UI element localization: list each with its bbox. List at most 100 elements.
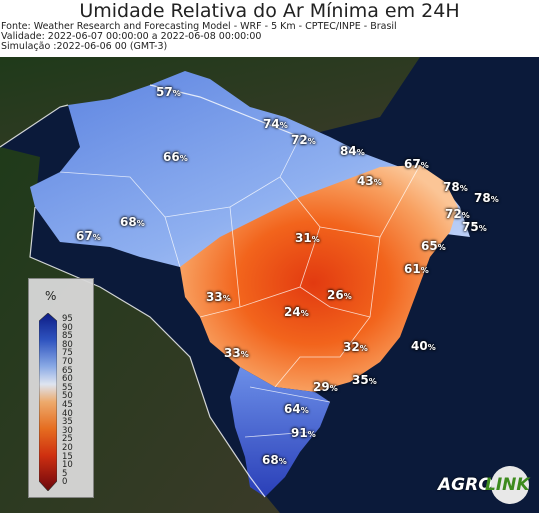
map-value-label: 33%	[206, 290, 231, 304]
map-value: 75	[462, 220, 479, 234]
map-value-label: 66%	[163, 150, 188, 164]
map-value-label: 68%	[120, 215, 145, 229]
map-value: 68	[262, 453, 279, 467]
colorbar-tick-label: 95	[62, 314, 73, 324]
map-value-label: 75%	[462, 220, 487, 234]
map-value-unit: %	[222, 294, 231, 303]
map-value-label: 72%	[445, 207, 470, 221]
map-value-unit: %	[311, 235, 320, 244]
map-value: 67	[76, 229, 93, 243]
map-value: 40	[411, 339, 428, 353]
colorbar-tick-label: 25	[62, 434, 73, 445]
legend-title: %	[45, 289, 57, 303]
colorbar-tick-label: 15	[62, 451, 73, 462]
map-value-unit: %	[359, 344, 368, 353]
colorbar-tick-label: 80	[62, 339, 73, 350]
map-value: 68	[120, 215, 137, 229]
map-value: 24	[284, 305, 301, 319]
logo-text-right: LINK	[485, 475, 530, 495]
map-value-label: 57%	[156, 85, 181, 99]
map-value: 67	[404, 157, 421, 171]
map-value-label: 65%	[421, 239, 446, 253]
map-value-unit: %	[136, 219, 145, 228]
map-value-unit: %	[240, 350, 249, 359]
map-value-label: 68%	[262, 453, 287, 467]
map-value-unit: %	[373, 178, 382, 187]
map-value-label: 24%	[284, 305, 309, 319]
map-value-label: 29%	[313, 380, 338, 394]
agrolink-logo: AGRO LINK	[438, 466, 534, 504]
northern-land	[0, 57, 420, 147]
map-value-label: 61%	[404, 262, 429, 276]
map-value-unit: %	[300, 406, 309, 415]
colorbar	[39, 313, 57, 491]
map-value-unit: %	[92, 233, 101, 242]
map-value-unit: %	[278, 457, 287, 466]
map-value: 74	[263, 117, 280, 131]
map-value-label: 64%	[284, 402, 309, 416]
colorbar-tick-label: 5	[62, 468, 68, 479]
map-value: 61	[404, 262, 421, 276]
map-value-unit: %	[427, 343, 436, 352]
map-value-unit: %	[420, 266, 429, 275]
colorbar-tick-label: 75	[62, 348, 73, 359]
logo-badge: LINK	[485, 466, 530, 504]
map-value-unit: %	[490, 195, 499, 204]
colorbar-tick-label: 65	[62, 365, 73, 376]
map-value: 78	[474, 191, 491, 205]
colorbar-tick-label: 85	[62, 331, 73, 342]
map-value: 26	[327, 288, 344, 302]
validity-line: Validade: 2022-06-07 00:00:00 a 2022-06-…	[1, 31, 262, 42]
map-value-unit: %	[368, 377, 377, 386]
map-value-label: 26%	[327, 288, 352, 302]
map-value-unit: %	[172, 89, 181, 98]
map-value-unit: %	[179, 154, 188, 163]
colorbar-tick-label: 20	[62, 443, 73, 453]
colorbar-legend: % 95 90 85 80 75 70 65 60 55 50 45 40 35 30 25 20 15 10 5 0	[28, 278, 94, 498]
map-value-label: 33%	[224, 346, 249, 360]
colorbar-tick-label: 55	[62, 382, 73, 393]
map-value-label: 74%	[263, 117, 288, 131]
map-value-unit: %	[420, 161, 429, 170]
map-value: 31	[295, 231, 312, 245]
map-value: 33	[224, 346, 241, 360]
map-value-unit: %	[459, 184, 468, 193]
map-value: 33	[206, 290, 223, 304]
map-value-label: 31%	[295, 231, 320, 245]
colorbar-tick-label: 10	[62, 460, 73, 471]
colorbar-tick-label: 60	[62, 374, 73, 385]
colorbar-tick-label: 50	[62, 391, 73, 402]
map-value-label: 84%	[340, 144, 365, 158]
map-value-unit: %	[329, 384, 338, 393]
map-value-unit: %	[307, 137, 316, 146]
map-value-unit: %	[279, 121, 288, 130]
map-value-label: 91%	[291, 426, 316, 440]
map-value: 35	[352, 373, 369, 387]
colorbar-tick-label: 0	[62, 477, 68, 488]
map-value-label: 67%	[76, 229, 101, 243]
map-value: 43	[357, 174, 374, 188]
colorbar-tick-label: 35	[62, 417, 73, 428]
map-value: 65	[421, 239, 438, 253]
map-value: 57	[156, 85, 173, 99]
colorbar-tick-label: 30	[62, 425, 73, 436]
map-value-label: 43%	[357, 174, 382, 188]
map-value-label: 72%	[291, 133, 316, 147]
logo-text-left: AGRO	[438, 475, 493, 495]
map-value-label: 32%	[343, 340, 368, 354]
colorbar-tick-label: 45	[62, 400, 73, 410]
map-value-unit: %	[307, 430, 316, 439]
map-value-label: 67%	[404, 157, 429, 171]
map-value-unit: %	[478, 224, 487, 233]
map-value-label: 78%	[474, 191, 499, 205]
map-value: 64	[284, 402, 301, 416]
map-value: 78	[443, 180, 460, 194]
map-value-label: 40%	[411, 339, 436, 353]
map-value: 32	[343, 340, 360, 354]
source-line: Fonte: Weather Research and Forecasting …	[1, 21, 397, 32]
map-value: 91	[291, 426, 308, 440]
map-value-unit: %	[437, 243, 446, 252]
map-value-unit: %	[461, 211, 470, 220]
map-value: 72	[445, 207, 462, 221]
brazil-north-humid	[30, 71, 470, 267]
